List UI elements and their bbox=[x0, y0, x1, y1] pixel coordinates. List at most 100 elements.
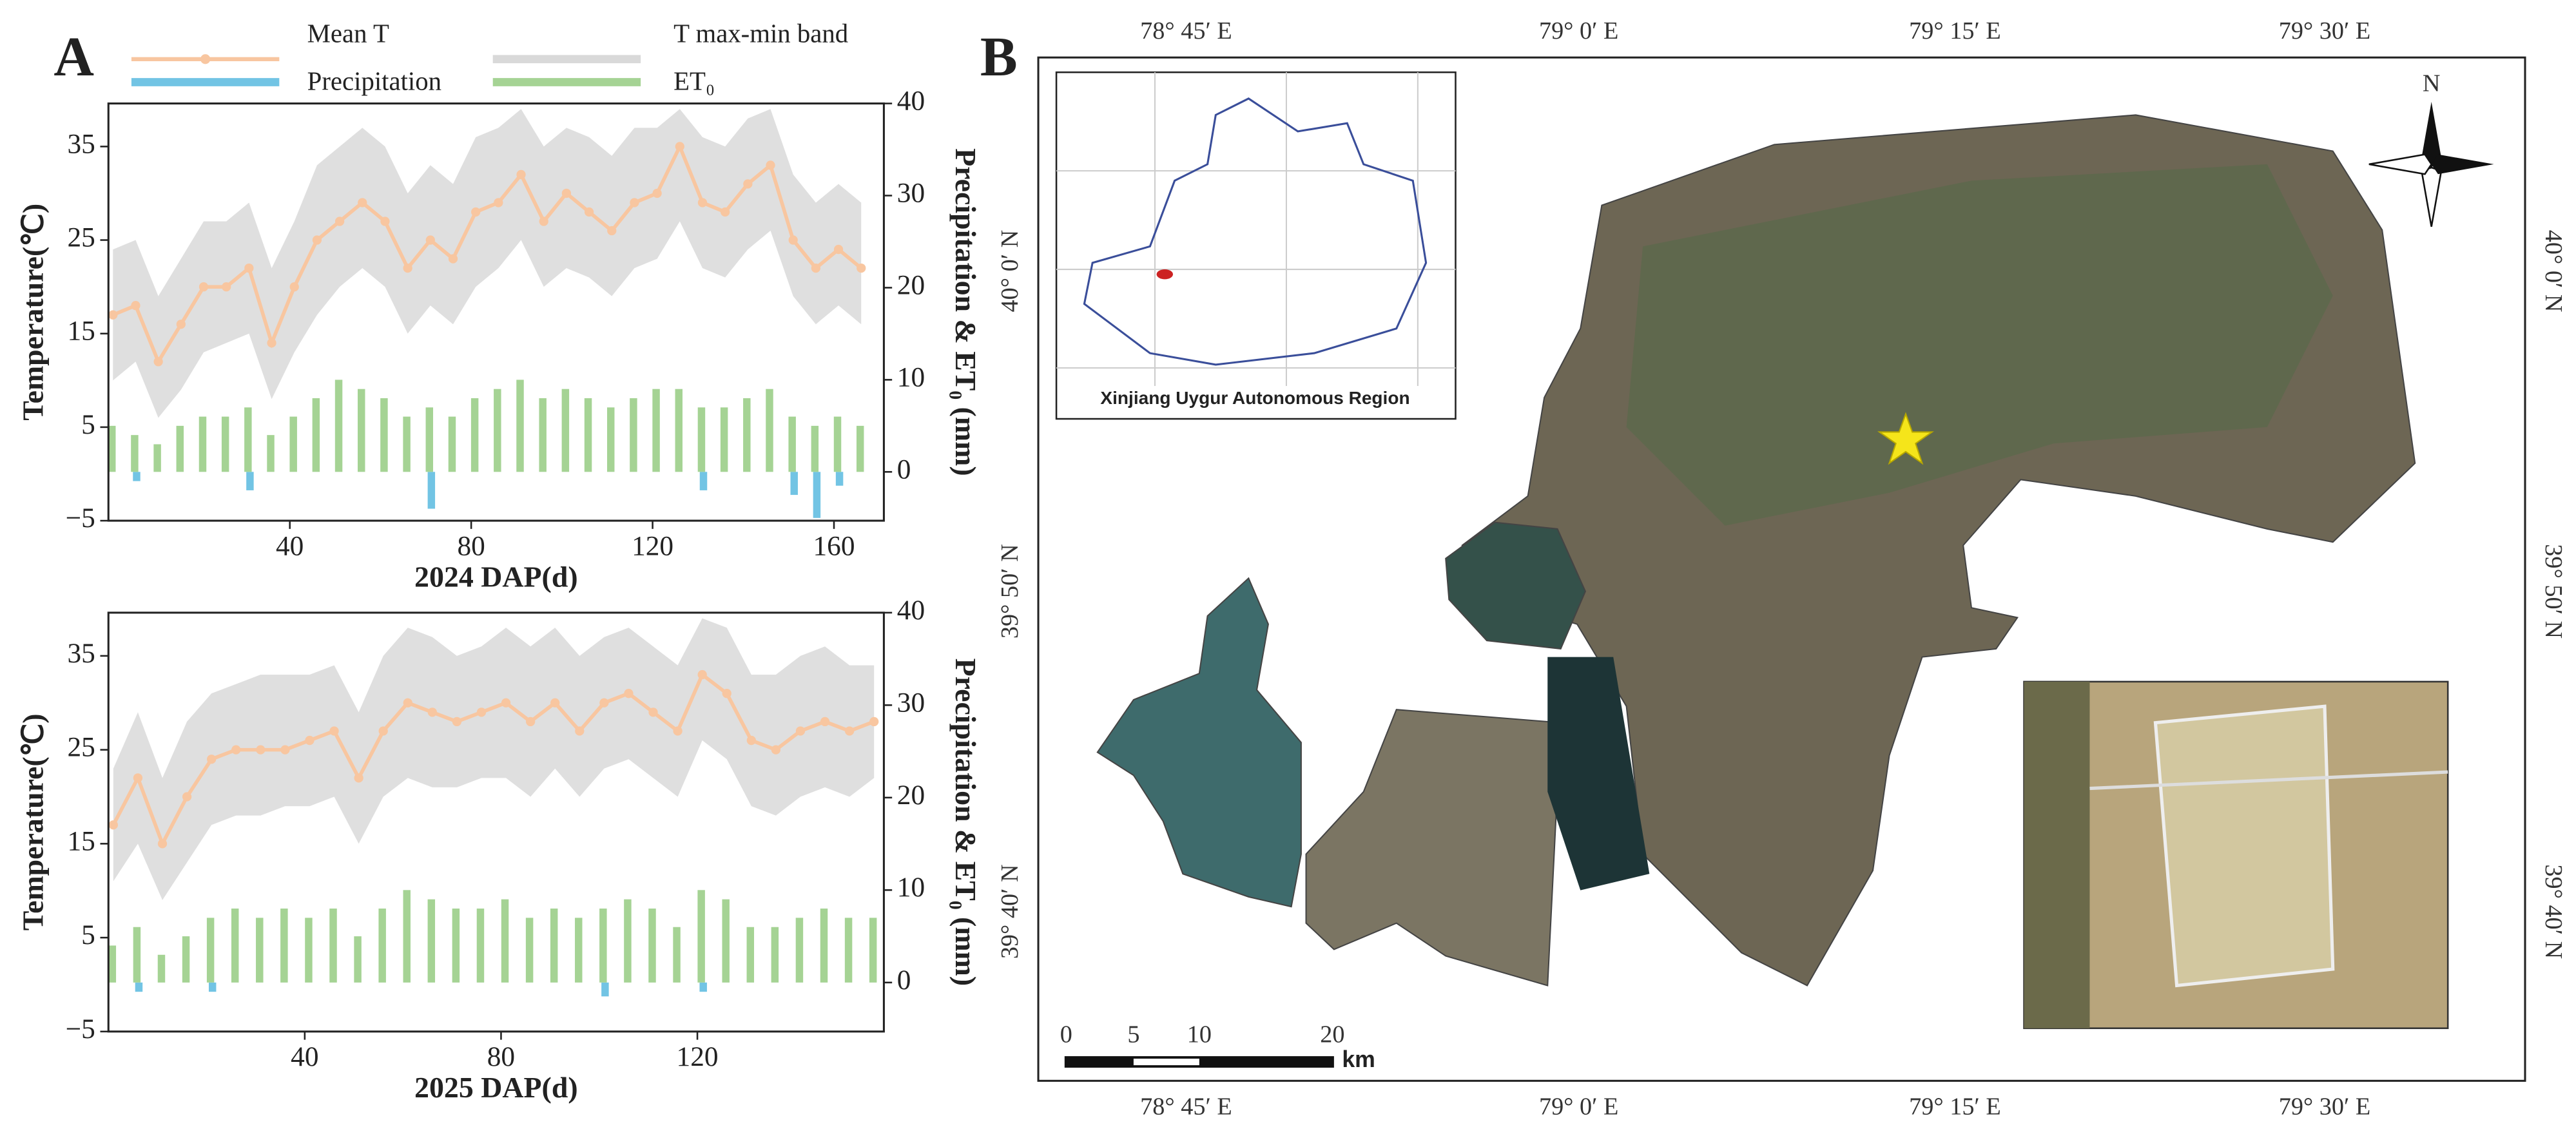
bar bbox=[289, 416, 297, 472]
bar bbox=[157, 954, 166, 983]
site-star bbox=[1877, 412, 1934, 465]
bar bbox=[108, 945, 117, 983]
bar bbox=[329, 909, 337, 983]
bar bbox=[267, 435, 275, 472]
plot-frame bbox=[107, 102, 885, 522]
bar bbox=[378, 909, 386, 983]
mean-marker bbox=[358, 198, 367, 207]
mean-marker bbox=[108, 310, 118, 320]
y-axis-label: Temperature(℃) bbox=[17, 204, 50, 421]
bar bbox=[133, 472, 140, 481]
y2-axis-label: Precipitation & ET₀ (mm) bbox=[949, 659, 982, 987]
bar bbox=[153, 444, 161, 472]
lat-label: 39° 50′ N bbox=[2540, 544, 2567, 639]
scale-label: 0 bbox=[1060, 1021, 1072, 1048]
bar bbox=[561, 389, 570, 472]
mean-marker bbox=[652, 188, 662, 198]
mean-marker bbox=[584, 207, 594, 217]
mean-marker bbox=[267, 338, 276, 348]
bar bbox=[256, 918, 264, 983]
bar bbox=[844, 918, 853, 983]
mean-marker bbox=[153, 357, 163, 367]
x-tick-label: 40 bbox=[291, 1041, 318, 1072]
y2-tick-label: 10 bbox=[897, 361, 925, 392]
bar bbox=[525, 918, 534, 983]
bar bbox=[176, 425, 184, 472]
map-panel: Xinjiang Uygur Autonomous Region N 0 5 1… bbox=[1037, 56, 2526, 1082]
mean-marker bbox=[820, 717, 830, 727]
bar bbox=[403, 890, 411, 983]
bar bbox=[380, 398, 388, 472]
bar bbox=[305, 918, 313, 983]
bar bbox=[199, 416, 207, 472]
field-inset-field bbox=[2153, 704, 2335, 988]
bar bbox=[771, 927, 779, 983]
mean-marker bbox=[427, 708, 437, 717]
bar bbox=[820, 909, 828, 983]
y2-tick-label: 40 bbox=[897, 595, 925, 626]
bar bbox=[244, 407, 252, 472]
mean-marker bbox=[403, 263, 412, 273]
x-tick-label: 80 bbox=[457, 530, 485, 561]
bar bbox=[425, 407, 434, 472]
lake-dark bbox=[1547, 657, 1650, 891]
bar bbox=[652, 389, 660, 472]
road bbox=[2089, 770, 2448, 791]
bar bbox=[501, 899, 509, 983]
mean-marker bbox=[305, 735, 315, 746]
mean-marker bbox=[182, 792, 192, 802]
y2-tick-label: 0 bbox=[897, 965, 911, 996]
lon-label: 79° 15′ E bbox=[1909, 1093, 2001, 1120]
bar bbox=[648, 909, 656, 983]
locator-mark bbox=[1156, 269, 1174, 280]
bar bbox=[795, 918, 804, 983]
x-axis-label: 2024 DAP(d) bbox=[414, 560, 578, 593]
mean-marker bbox=[289, 282, 299, 292]
y2-tick-label: 0 bbox=[897, 454, 911, 485]
bar bbox=[312, 398, 320, 472]
y-axis-label: Temperature(℃) bbox=[17, 713, 50, 930]
plot bbox=[108, 618, 879, 997]
bar bbox=[452, 909, 460, 983]
bar bbox=[601, 982, 609, 997]
mean-marker bbox=[231, 745, 241, 755]
study-area-green bbox=[1626, 164, 2333, 526]
bar bbox=[357, 389, 365, 472]
lon-label: 79° 30′ E bbox=[2279, 17, 2371, 44]
y2-axis-label: Precipitation & ET₀ (mm) bbox=[949, 148, 982, 476]
mean-marker bbox=[452, 717, 462, 727]
bar bbox=[182, 936, 190, 983]
y-tick-label: 25 bbox=[68, 222, 95, 253]
y-tick-label: 5 bbox=[81, 409, 95, 440]
legend-label: ET₀ bbox=[673, 66, 715, 95]
panel-label: A bbox=[53, 26, 94, 88]
bar bbox=[354, 936, 362, 983]
mean-marker bbox=[844, 726, 855, 736]
locator-inset bbox=[1055, 71, 1457, 420]
mean-marker bbox=[811, 263, 821, 273]
scale-label: 20 bbox=[1320, 1021, 1344, 1048]
field-inset-strip bbox=[2024, 681, 2090, 1028]
mean-line bbox=[112, 142, 863, 366]
mean-marker bbox=[788, 235, 798, 245]
scale-bar-gap bbox=[1133, 1058, 1199, 1066]
mean-marker bbox=[176, 320, 186, 329]
mean-marker bbox=[675, 142, 684, 151]
mean-marker bbox=[795, 726, 806, 736]
mean-marker bbox=[697, 669, 707, 680]
bar bbox=[624, 899, 632, 983]
x-tick-label: 160 bbox=[813, 530, 855, 561]
legend-label: T max-min band bbox=[673, 19, 848, 48]
x-tick-label: 120 bbox=[632, 530, 673, 561]
lon-label: 78° 45′ E bbox=[1140, 1093, 1232, 1120]
mean-marker bbox=[525, 717, 536, 727]
bar bbox=[813, 472, 821, 518]
mean-marker bbox=[329, 726, 339, 736]
inset-title: Xinjiang Uygur Autonomous Region bbox=[1100, 388, 1409, 408]
y-tick-label: 25 bbox=[68, 732, 95, 763]
bar bbox=[135, 982, 143, 992]
mean-marker bbox=[334, 217, 345, 226]
land-sw bbox=[1305, 709, 1562, 987]
mean-marker bbox=[721, 207, 730, 217]
